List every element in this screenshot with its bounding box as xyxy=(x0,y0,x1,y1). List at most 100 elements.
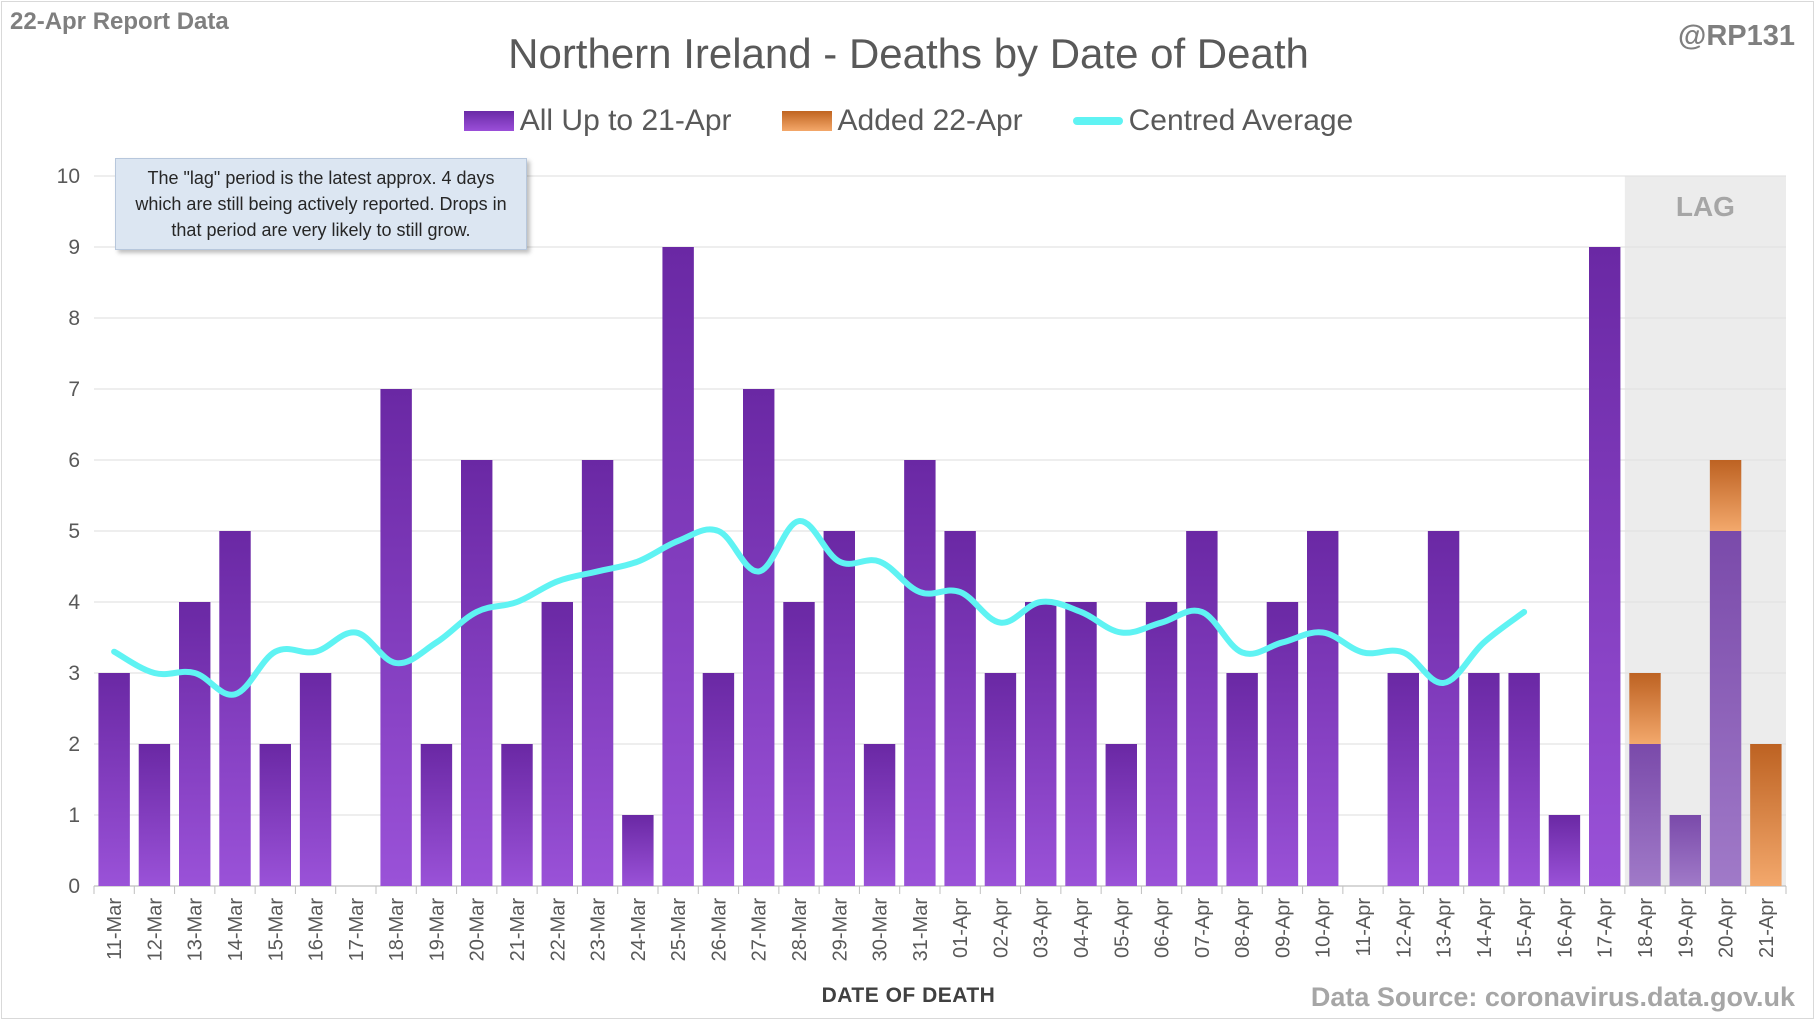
legend-item-all: All Up to 21-Apr xyxy=(463,104,732,138)
x-tick-label: 11-Apr xyxy=(1353,898,1375,957)
y-tick-label: 6 xyxy=(68,449,80,472)
x-tick-label: 13-Mar xyxy=(185,898,207,962)
legend-item-added: Added 22-Apr xyxy=(781,104,1023,138)
x-tick-label: 13-Apr xyxy=(1434,898,1456,958)
y-tick-label: 10 xyxy=(57,165,80,188)
bar-all-06-Apr xyxy=(1145,602,1178,886)
y-tick-label: 8 xyxy=(68,307,80,330)
legend-item-average: Centred Average xyxy=(1072,104,1354,138)
x-axis-title: DATE OF DEATH xyxy=(821,984,996,1007)
legend-label-all: All Up to 21-Apr xyxy=(519,104,732,137)
bar-all-11-Mar xyxy=(98,673,130,886)
bar-all-07-Apr xyxy=(1186,531,1218,886)
chart-title: Northern Ireland - Deaths by Date of Dea… xyxy=(508,30,1309,77)
lag-note: The "lag" period is the latest approx. 4… xyxy=(115,158,527,250)
x-tick-label: 15-Mar xyxy=(265,898,287,962)
x-tick-label: 16-Mar xyxy=(306,898,328,962)
bar-all-18-Mar xyxy=(380,389,412,886)
x-tick-label: 20-Apr xyxy=(1716,898,1738,958)
y-tick-label: 5 xyxy=(68,520,80,543)
bar-all-02-Apr xyxy=(984,673,1017,886)
x-tick-label: 11-Mar xyxy=(104,898,126,960)
x-tick-label: 20-Mar xyxy=(467,898,489,962)
x-tick-label: 12-Mar xyxy=(144,898,166,962)
bar-all-13-Mar xyxy=(179,602,211,886)
x-tick-label: 12-Apr xyxy=(1393,898,1415,958)
x-tick-label: 14-Mar xyxy=(225,898,247,962)
bar-all-16-Mar xyxy=(299,673,332,886)
bar-all-22-Mar xyxy=(541,602,573,886)
bar-all-15-Mar xyxy=(259,744,291,886)
x-tick-label: 30-Mar xyxy=(870,898,892,962)
y-tick-label: 0 xyxy=(68,875,80,898)
x-tick-label: 17-Mar xyxy=(346,898,368,962)
x-tick-label: 26-Mar xyxy=(708,898,730,962)
bar-all-19-Mar xyxy=(420,744,453,886)
x-tick-label: 25-Mar xyxy=(668,898,690,962)
bar-all-04-Apr xyxy=(1065,602,1097,886)
legend-label-added: Added 22-Apr xyxy=(837,104,1023,137)
x-tick-label: 02-Apr xyxy=(990,898,1012,958)
bar-all-10-Apr xyxy=(1307,531,1339,886)
bar-all-13-Apr xyxy=(1427,531,1460,886)
x-tick-label: 04-Apr xyxy=(1071,898,1093,958)
bar-all-12-Apr xyxy=(1387,673,1419,886)
bar-all-17-Apr xyxy=(1589,247,1621,886)
x-tick-label: 03-Apr xyxy=(1031,898,1053,958)
x-tick-label: 09-Apr xyxy=(1272,898,1294,958)
y-tick-label: 7 xyxy=(68,378,80,401)
lag-label: LAG xyxy=(1676,191,1735,222)
bar-all-30-Mar xyxy=(863,744,896,886)
x-tick-label: 16-Apr xyxy=(1554,898,1576,958)
x-tick-label: 14-Apr xyxy=(1474,898,1496,958)
report-label: 22-Apr Report Data xyxy=(10,8,229,35)
x-tick-label: 06-Apr xyxy=(1152,898,1174,958)
bar-all-26-Mar xyxy=(702,673,735,886)
bar-added-20-Apr xyxy=(1709,460,1742,531)
bar-all-01-Apr xyxy=(944,531,976,886)
bar-all-21-Mar xyxy=(501,744,533,886)
x-tick-label: 23-Mar xyxy=(588,898,610,962)
bar-all-18-Apr xyxy=(1629,744,1661,886)
bar-all-12-Mar xyxy=(138,744,171,886)
bar-all-20-Mar xyxy=(461,460,493,886)
x-tick-label: 01-Apr xyxy=(950,898,972,958)
x-tick-label: 22-Mar xyxy=(547,898,569,962)
legend-swatch-purple xyxy=(463,111,514,131)
x-tick-label: 15-Apr xyxy=(1514,898,1536,958)
y-tick-label: 9 xyxy=(68,236,80,259)
bar-all-29-Mar xyxy=(823,531,855,886)
bar-all-24-Mar xyxy=(622,815,654,886)
y-tick-label: 2 xyxy=(68,733,80,756)
x-tick-label: 17-Apr xyxy=(1595,898,1617,958)
x-tick-label: 08-Apr xyxy=(1232,898,1254,958)
bar-all-31-Mar xyxy=(904,460,936,886)
y-tick-label: 3 xyxy=(68,662,80,685)
bar-added-18-Apr xyxy=(1629,673,1661,744)
bar-all-14-Apr xyxy=(1468,673,1500,886)
x-tick-label: 10-Apr xyxy=(1313,898,1335,958)
legend-label-average: Centred Average xyxy=(1128,104,1354,137)
x-tick-label: 27-Mar xyxy=(749,898,771,962)
bar-all-19-Apr xyxy=(1669,815,1701,886)
bar-all-27-Mar xyxy=(743,389,775,886)
bar-all-25-Mar xyxy=(662,247,694,886)
bar-all-16-Apr xyxy=(1548,815,1581,886)
legend-swatch-line xyxy=(1072,117,1123,125)
x-tick-label: 29-Mar xyxy=(829,898,851,962)
x-tick-label: 19-Apr xyxy=(1675,898,1697,958)
y-tick-label: 4 xyxy=(68,591,80,614)
bar-all-08-Apr xyxy=(1226,673,1258,886)
centred-average-line xyxy=(111,518,1528,698)
x-tick-label: 18-Apr xyxy=(1635,898,1657,958)
bar-all-23-Mar xyxy=(581,460,614,886)
x-tick-label: 24-Mar xyxy=(628,898,650,962)
data-source: Data Source: coronavirus.data.gov.uk xyxy=(1310,982,1795,1012)
bar-all-15-Apr xyxy=(1508,673,1540,886)
bar-all-28-Mar xyxy=(783,602,815,886)
legend: All Up to 21-Apr Added 22-Apr Centred Av… xyxy=(0,104,1817,138)
x-tick-label: 19-Mar xyxy=(426,898,448,962)
x-tick-label: 21-Apr xyxy=(1756,898,1778,958)
